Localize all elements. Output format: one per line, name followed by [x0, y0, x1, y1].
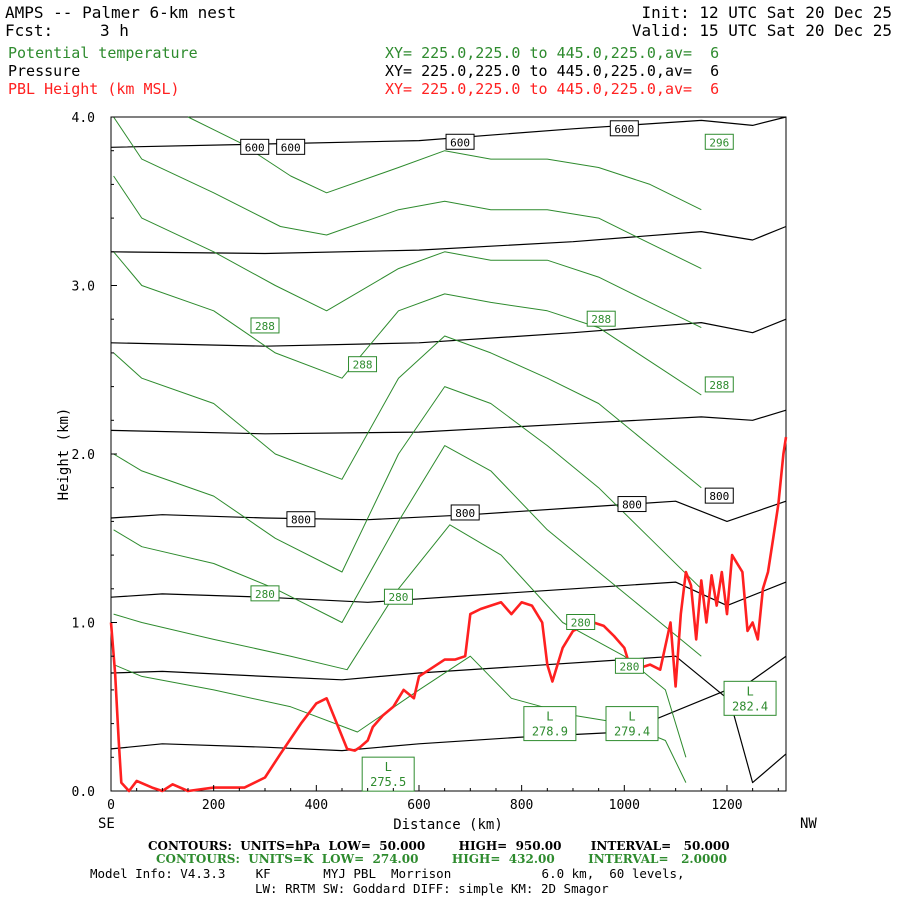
contour-label-2: 600	[450, 136, 470, 149]
contour-label-box-8	[704, 133, 734, 150]
low-value-1: 278.9	[532, 725, 568, 739]
contour-label-box-16	[614, 657, 644, 674]
low-marker-1: L	[546, 710, 553, 724]
contour-label-10: 288	[353, 359, 373, 372]
low-box-1	[523, 706, 577, 742]
legend-pbl-name: PBL Height (km MSL)	[8, 80, 180, 98]
x-axis-label: Distance (km)	[393, 817, 503, 833]
low-value-3: 282.4	[732, 699, 768, 713]
footer-pressure-contours: CONTOURS: UNITS=hPa LOW= 50.000 HIGH= 95…	[148, 839, 730, 853]
x-tick-label-1: 200	[202, 798, 225, 813]
footer-physics-info: LW: RRTM SW: Goddard DIFF: simple KM: 2D…	[255, 881, 609, 896]
theta-series-line-12	[113, 335, 702, 489]
legend-pbl-xy: XY= 225.0,225.0 to 445.0,225.0,av= 6	[385, 80, 720, 98]
contour-label-13: 280	[255, 588, 275, 601]
contour-label-6: 800	[622, 499, 642, 512]
y-tick-label-2: 2.0	[72, 448, 95, 463]
contour-label-box-10	[348, 356, 378, 373]
low-box-0	[361, 756, 415, 792]
low-value-2: 279.4	[614, 725, 650, 739]
contour-label-4: 800	[291, 514, 311, 527]
low-value-0: 275.5	[370, 775, 406, 789]
legend-pressure-name: Pressure	[8, 62, 81, 80]
footer-model-info: Model Info: V4.3.3 KF MYJ PBL Morrison 6…	[90, 866, 685, 881]
legend-pressure-xy: XY= 225.0,225.0 to 445.0,225.0,av= 6	[385, 62, 720, 80]
low-marker-2: L	[628, 710, 635, 724]
pbl-series-line-17	[109, 436, 788, 793]
pressure-series-line-2	[110, 318, 787, 347]
contour-label-box-11	[586, 310, 616, 327]
theta-series-line-10	[113, 445, 702, 657]
x-tick-label-6: 1200	[711, 798, 742, 813]
contour-label-box-13	[250, 585, 280, 602]
contour-label-9: 288	[255, 320, 275, 333]
pressure-series-line-1	[110, 225, 787, 255]
low-marker-3: L	[746, 684, 753, 698]
contour-label-box-5	[450, 504, 480, 521]
contour-label-box-15	[566, 614, 596, 630]
contour-label-box-0	[240, 138, 270, 155]
contour-label-1: 600	[281, 141, 301, 154]
theta-series-line-14	[113, 175, 702, 329]
x-end-nw: NW	[800, 816, 817, 832]
contour-label-3: 600	[614, 123, 634, 136]
x-tick-label-5: 1000	[609, 798, 640, 813]
x-tick-label-0: 0	[107, 798, 115, 813]
pressure-series-line-6	[110, 655, 787, 699]
pressure-series-line-4	[110, 500, 787, 523]
y-tick-label-1: 1.0	[72, 617, 95, 632]
low-box-3	[723, 680, 777, 716]
contour-label-0: 600	[245, 141, 265, 154]
contour-label-box-4	[286, 511, 316, 528]
y-axis-label: Height (km)	[56, 408, 72, 501]
contour-label-7: 800	[709, 490, 729, 503]
theta-series-line-15	[113, 116, 702, 270]
model-title: AMPS -- Palmer 6-km nest	[5, 3, 237, 22]
valid-time: Valid: 15 UTC Sat 20 Dec 25	[631, 21, 892, 40]
contour-label-box-1	[276, 138, 306, 155]
contour-label-15: 280	[571, 617, 591, 630]
x-tick-label-4: 800	[510, 798, 533, 813]
contour-label-14: 280	[389, 591, 409, 604]
contour-label-box-3	[609, 120, 639, 137]
contour-label-5: 800	[455, 507, 475, 520]
theta-series-line-13	[113, 251, 702, 396]
pressure-series-line-7	[110, 689, 787, 784]
x-end-se: SE	[98, 816, 115, 832]
pressure-series-line-3	[110, 409, 787, 435]
contour-label-box-9	[250, 317, 280, 334]
forecast-value: 3 h	[100, 21, 129, 40]
theta-series-line-16	[187, 116, 702, 211]
forecast-label: Fcst:	[5, 21, 54, 40]
footer-theta-contours: CONTOURS: UNITS=K LOW= 274.00 HIGH= 432.…	[156, 852, 727, 866]
theta-series-line-11	[113, 386, 702, 590]
x-tick-label-2: 400	[305, 798, 328, 813]
contour-label-box-6	[617, 496, 647, 513]
legend-theta-name: Potential temperature	[8, 44, 198, 62]
x-tick-label-3: 600	[407, 798, 430, 813]
y-tick-label-3: 3.0	[72, 280, 95, 295]
legend-theta-xy: XY= 225.0,225.0 to 445.0,225.0,av= 6	[385, 44, 720, 62]
init-time: Init: 12 UTC Sat 20 Dec 25	[641, 3, 892, 22]
contour-label-box-12	[704, 376, 734, 393]
y-tick-label-0: 0.0	[72, 785, 95, 800]
low-box-2	[605, 706, 659, 742]
contour-label-12: 288	[709, 379, 729, 392]
contour-label-box-14	[383, 588, 413, 605]
contour-label-16: 280	[620, 660, 640, 673]
y-tick-label-4: 4.0	[72, 111, 95, 126]
contour-label-11: 288	[591, 313, 611, 326]
low-marker-0: L	[385, 760, 392, 774]
contour-label-8: 296	[709, 136, 729, 149]
contour-label-box-7	[704, 487, 734, 504]
contour-label-box-2	[445, 133, 475, 150]
